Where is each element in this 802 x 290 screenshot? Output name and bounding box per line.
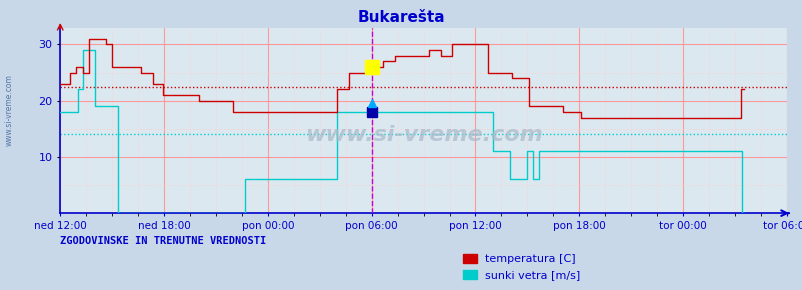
Text: Bukarešta: Bukarešta [357, 10, 445, 25]
Legend: temperatura [C], sunki vetra [m/s]: temperatura [C], sunki vetra [m/s] [458, 249, 585, 284]
Text: ZGODOVINSKE IN TRENUTNE VREDNOSTI: ZGODOVINSKE IN TRENUTNE VREDNOSTI [60, 236, 266, 246]
Text: www.si-vreme.com: www.si-vreme.com [304, 125, 542, 145]
Text: www.si-vreme.com: www.si-vreme.com [5, 74, 14, 146]
